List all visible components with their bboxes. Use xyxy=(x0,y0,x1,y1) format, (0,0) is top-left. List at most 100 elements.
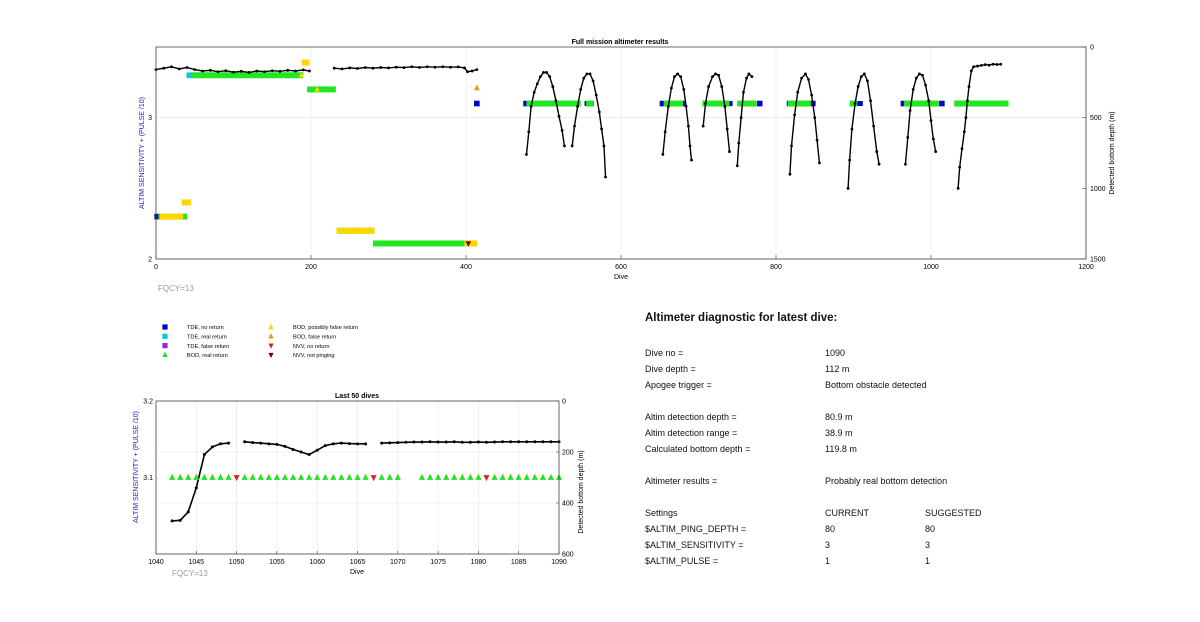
depth-point xyxy=(286,68,290,72)
depth-point xyxy=(278,69,282,73)
bod-real-return-marker xyxy=(507,473,514,481)
depth-point xyxy=(588,72,592,76)
depth-point xyxy=(529,104,533,108)
depth-point xyxy=(956,186,960,190)
sub-chart-xlabel: Dive xyxy=(350,569,364,576)
y2-tick-label: 1500 xyxy=(1090,257,1106,264)
sub-chart-depth-series xyxy=(170,440,561,523)
depth-point xyxy=(557,114,561,118)
depth-point xyxy=(725,127,729,131)
y2-tick-label: 1000 xyxy=(1090,186,1106,193)
diagnostic-row: Dive depth = 112 m xyxy=(645,364,1165,378)
y2-tick-label: 400 xyxy=(562,501,574,508)
depth-point xyxy=(701,124,705,128)
depth-point xyxy=(227,441,231,445)
y2-tick-label: 0 xyxy=(562,399,566,406)
nvv-no-return-marker xyxy=(370,475,377,482)
depth-point xyxy=(548,75,552,79)
sub-chart-markers xyxy=(168,473,563,482)
depth-point xyxy=(904,162,907,166)
depth-point xyxy=(475,68,479,72)
bod-real-return-marker xyxy=(297,473,305,481)
y-tick-label: 3.1 xyxy=(143,475,153,482)
depth-line xyxy=(702,73,731,152)
marker-band xyxy=(954,100,1009,107)
diagnostic-label: Altim detection range = xyxy=(645,428,738,438)
depth-point xyxy=(728,150,731,153)
bod-real-return-marker xyxy=(418,473,426,481)
x-tick-label: 1070 xyxy=(390,559,406,566)
legend-marker xyxy=(162,324,168,330)
depth-point xyxy=(186,510,190,514)
bod-real-return-marker xyxy=(555,473,563,481)
x-tick-label: 1065 xyxy=(350,559,366,566)
depth-point xyxy=(517,440,521,444)
bod-real-return-marker xyxy=(201,473,208,481)
depth-point xyxy=(684,104,688,108)
marker-band xyxy=(336,227,375,234)
marker-band xyxy=(464,240,477,247)
depth-point xyxy=(707,85,710,88)
depth-line xyxy=(571,73,607,178)
depth-point xyxy=(232,70,235,74)
depth-point xyxy=(208,68,212,72)
depth-point xyxy=(178,518,182,522)
y-tick-label: 3 xyxy=(148,115,152,122)
bod-real-return-marker xyxy=(499,473,506,481)
y2-tick-label: 600 xyxy=(562,552,574,559)
depth-point xyxy=(560,128,564,132)
depth-point xyxy=(557,440,561,444)
depth-point xyxy=(551,85,555,88)
y-tick-label: 3.2 xyxy=(143,399,153,406)
legend-label: TDE, real return xyxy=(187,335,227,341)
marker-band xyxy=(787,100,811,107)
x-tick-label: 1045 xyxy=(189,559,205,566)
bod-real-return-marker xyxy=(225,473,232,481)
diagnostic-label: Altimeter results = xyxy=(645,476,718,486)
depth-point xyxy=(924,83,927,87)
depth-point xyxy=(356,67,359,70)
y2-tick-label: 500 xyxy=(1090,115,1102,122)
depth-point xyxy=(969,69,973,73)
data-marker xyxy=(474,100,480,107)
depth-point xyxy=(247,71,251,74)
marker-band xyxy=(663,100,683,107)
marker-band xyxy=(526,100,581,107)
depth-point xyxy=(433,65,437,69)
marker-band xyxy=(903,100,939,107)
depth-point xyxy=(972,65,976,69)
depth-point xyxy=(850,127,854,131)
diagnostic-label: Dive depth = xyxy=(645,364,696,374)
depth-point xyxy=(815,138,819,142)
legend-marker xyxy=(268,323,274,330)
bod-real-return-marker xyxy=(531,473,539,481)
diagnostic-title: Altimeter diagnostic for latest dive: xyxy=(645,312,838,324)
depth-point xyxy=(737,141,741,145)
depth-point xyxy=(307,453,311,457)
depth-point xyxy=(170,65,173,69)
setting-suggested: 80 xyxy=(925,524,936,534)
depth-point xyxy=(661,153,665,156)
main-chart-depth-series xyxy=(154,62,1003,190)
depth-point xyxy=(394,65,398,69)
main-chart-grid xyxy=(155,47,1087,260)
depth-point xyxy=(301,68,305,72)
sub-chart-plot-area xyxy=(155,400,560,555)
data-marker xyxy=(473,84,480,91)
depth-point xyxy=(862,72,866,76)
bod-real-return-marker xyxy=(330,473,337,481)
depth-point xyxy=(927,99,931,103)
x-tick-label: 800 xyxy=(770,264,782,271)
depth-point xyxy=(602,144,606,148)
marker-band xyxy=(849,100,858,107)
depth-point xyxy=(177,67,181,71)
depth-point xyxy=(711,75,714,79)
depth-point xyxy=(549,440,553,444)
bod-real-return-marker xyxy=(265,473,273,481)
depth-line xyxy=(381,440,559,444)
bod-real-return-marker xyxy=(257,473,265,481)
depth-point xyxy=(255,69,259,73)
x-tick-label: 1080 xyxy=(471,559,487,566)
nvv-no-return-marker xyxy=(233,475,240,482)
main-chart-marker-bands xyxy=(154,59,1009,247)
